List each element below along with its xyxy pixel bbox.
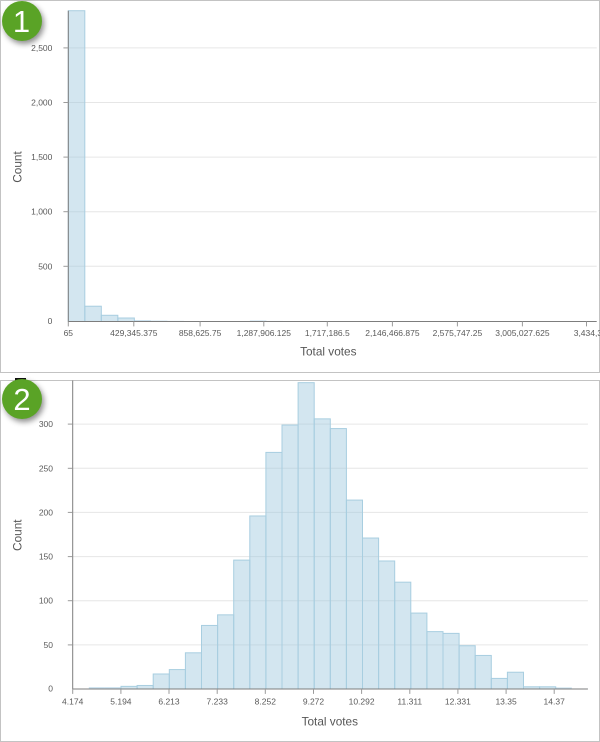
svg-text:150: 150: [39, 552, 53, 562]
svg-text:429,345.375: 429,345.375: [110, 328, 158, 338]
svg-text:3,434,308.065: 3,434,308.065: [574, 328, 600, 338]
svg-text:Total votes: Total votes: [300, 345, 356, 359]
svg-text:858,625.75: 858,625.75: [179, 328, 222, 338]
svg-text:2,146,466.875: 2,146,466.875: [365, 328, 420, 338]
svg-text:2,575,747.25: 2,575,747.25: [433, 328, 483, 338]
svg-text:Count: Count: [11, 151, 25, 183]
svg-text:4.174: 4.174: [62, 697, 84, 707]
svg-text:5.194: 5.194: [110, 697, 132, 707]
svg-text:Count: Count: [11, 519, 25, 551]
svg-text:500: 500: [38, 261, 52, 271]
svg-text:1,287,906.125: 1,287,906.125: [237, 328, 292, 338]
svg-text:300: 300: [39, 419, 53, 429]
svg-text:65: 65: [64, 328, 74, 338]
svg-text:14.37: 14.37: [544, 697, 566, 707]
svg-text:7.233: 7.233: [207, 697, 229, 707]
svg-text:8.252: 8.252: [255, 697, 277, 707]
svg-text:6.213: 6.213: [158, 697, 180, 707]
svg-text:9.272: 9.272: [303, 697, 325, 707]
svg-text:1,500: 1,500: [31, 152, 53, 162]
svg-text:200: 200: [39, 507, 53, 517]
svg-text:11.311: 11.311: [397, 697, 422, 707]
svg-text:1,000: 1,000: [31, 207, 53, 217]
svg-text:2,000: 2,000: [31, 98, 53, 108]
svg-text:250: 250: [39, 463, 53, 473]
svg-text:2,500: 2,500: [31, 43, 53, 53]
svg-text:100: 100: [39, 596, 53, 606]
svg-text:Total votes: Total votes: [302, 715, 358, 729]
svg-text:10.292: 10.292: [349, 697, 375, 707]
svg-text:3,005,027.625: 3,005,027.625: [495, 328, 550, 338]
svg-text:1,717,186.5: 1,717,186.5: [305, 328, 350, 338]
svg-text:13.35: 13.35: [495, 697, 517, 707]
svg-text:50: 50: [44, 640, 54, 650]
svg-text:0: 0: [48, 684, 53, 694]
svg-text:0: 0: [48, 316, 53, 326]
svg-text:12.331: 12.331: [445, 697, 471, 707]
